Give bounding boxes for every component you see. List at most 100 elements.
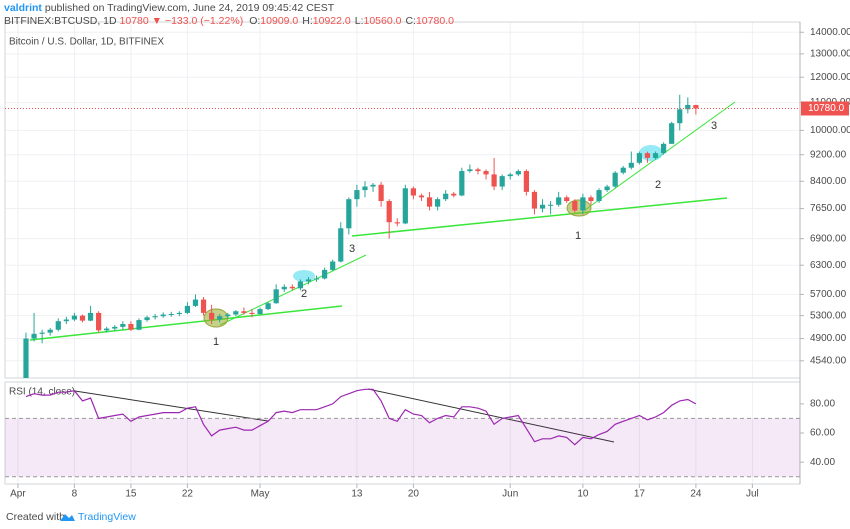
candle-body [572,201,578,211]
ohlc-key: O: [249,15,260,27]
candle-body [467,169,473,172]
candle-body [685,104,691,110]
candle-body [79,315,86,321]
author: valdrint [4,2,42,14]
trend-line [29,305,343,341]
change: ▼ −133.0 (−1.22%) [152,15,244,27]
candle-body [628,162,634,168]
candle-body [160,314,166,317]
divergence-line [74,390,269,422]
header-line: valdrint published on TradingView.com, J… [4,2,335,14]
candle-body [281,286,287,290]
x-tick-label: 22 [182,489,194,500]
rsi-lines [25,388,697,446]
candle-body [55,321,61,330]
candle-body [426,197,433,207]
candle-body [580,197,586,211]
candle-body [23,338,29,378]
rsi-line [25,388,697,446]
y-tick-label: 8400.00 [810,176,847,187]
chart-title: Bitcoin / U.S. Dollar, 1D, BITFINEX [9,37,164,48]
y-tick-label: 6300.00 [810,260,847,271]
candle-body [475,169,481,172]
y-tick-label: 80.00 [810,398,835,409]
y-tick-label: 10000.00 [810,125,850,136]
candle-body [669,123,675,144]
ohlc-value: 10560.0 [364,15,402,27]
trend-line [351,197,728,237]
y-tick-label: 4900.00 [810,333,847,344]
candle-body [144,317,150,321]
y-tick-label: 6900.00 [810,233,847,244]
candle-body [257,309,263,314]
footer: Created with TradingView [6,511,136,523]
candle-body [346,199,352,229]
candle-body [660,143,667,154]
footer-text: Created with [6,511,65,523]
x-tick-label: 24 [690,489,702,500]
y-tick-label: 4540.00 [810,355,847,366]
x-tick-label: 8 [72,489,78,500]
published: published on TradingView.com, June 24, 2… [45,2,335,14]
candle-body [491,174,497,187]
candle-body [31,333,37,339]
candle-body [596,190,602,202]
candle-body [531,191,538,209]
highlight [203,308,229,328]
candle-body [225,314,231,317]
x-tick-label: Apr [10,489,26,500]
candle-body [136,320,142,330]
candle-body [564,197,570,202]
candle-body [241,311,247,313]
candle-body [620,167,626,173]
ohlc-key: C: [405,15,416,27]
annotation: 3 [349,243,355,255]
candle-body [443,193,449,200]
ohlc-value: 10780.0 [416,15,454,27]
last-price-box [801,101,849,116]
highlight [639,145,663,161]
candle-body [435,199,441,207]
candle-body [636,153,642,163]
annotation: 2 [655,179,661,191]
candle-body [120,324,126,327]
candle-body [192,299,199,306]
candle-body [459,171,465,196]
y-tick-label: 40.00 [810,457,835,468]
candle-body [104,328,110,331]
y-tick-label: 5700.00 [810,289,847,300]
x-tick-label: May [251,489,270,500]
x-tick-label: 10 [577,489,589,500]
candle-body [39,332,45,334]
candle-body [209,312,215,320]
candle-body [71,315,78,320]
candle-body [410,188,416,196]
candle-body [693,105,699,109]
candle-body [378,184,384,202]
rsi-band [5,418,800,477]
ohlc-value: 10909.0 [260,15,298,27]
candle-body [644,153,651,158]
rsi-title: RSI (14, close) [9,387,75,398]
highlight [566,199,592,217]
y-tick-label: 13000.00 [810,49,850,60]
x-tick-label: Jun [502,489,518,500]
divergence-line [367,388,615,443]
candle-body [112,326,118,329]
candle-body [612,172,618,187]
logo [60,514,75,521]
candle-body [289,286,295,289]
annotation: 1 [575,230,581,242]
candle-body [322,269,328,279]
x-tick-label: 20 [408,489,420,500]
candle-body [305,279,312,282]
y-tick-label: 9200.00 [810,149,847,160]
candle-body [362,186,368,191]
candle-body [87,312,94,321]
candle-body [96,312,102,331]
candle-body [588,197,594,202]
candle-body [370,184,376,187]
candle-body [604,186,610,191]
ohlc-key: H: [302,15,313,27]
